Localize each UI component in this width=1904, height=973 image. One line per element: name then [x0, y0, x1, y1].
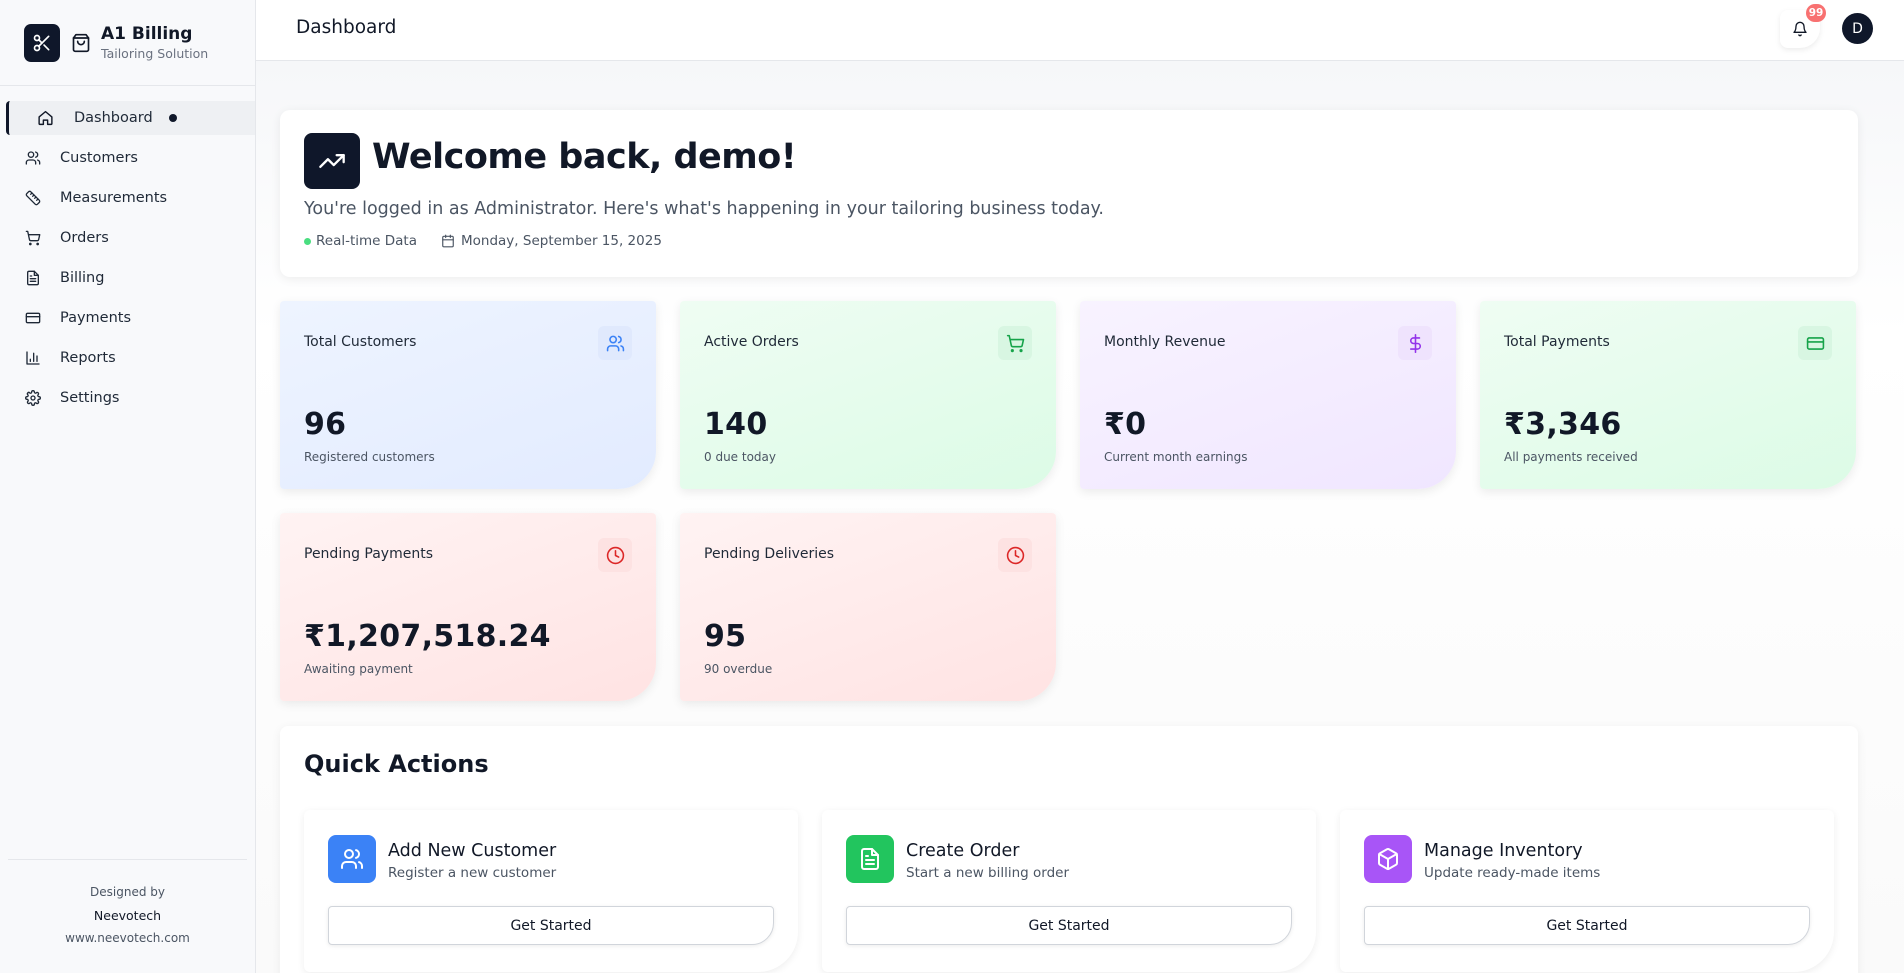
- realtime-status-dot: [304, 237, 311, 245]
- stat-title: Pending Payments: [304, 546, 434, 562]
- credit-card-icon: [24, 310, 41, 327]
- manage-inventory-get-started-button[interactable]: Get Started: [1364, 906, 1810, 945]
- stat-card-monthly-revenue[interactable]: Monthly Revenue ₹0 Current month earning…: [1080, 301, 1456, 489]
- stat-title: Monthly Revenue: [1104, 334, 1226, 350]
- quick-action-title: Create Order: [906, 841, 1020, 861]
- sidebar-item-measurements[interactable]: Measurements: [0, 181, 255, 215]
- sidebar-item-orders[interactable]: Orders: [0, 221, 255, 255]
- sidebar-item-label: Orders: [60, 230, 109, 246]
- stat-description: Awaiting payment: [304, 662, 413, 676]
- quick-action-manage-inventory: Manage Inventory Update ready-made items…: [1340, 810, 1834, 972]
- quick-action-description: Start a new billing order: [906, 865, 1070, 881]
- stat-value: ₹0: [1104, 407, 1147, 442]
- bell-icon: [1792, 21, 1808, 37]
- trending-up-icon: [304, 133, 360, 189]
- ruler-icon: [24, 190, 41, 207]
- sidebar-item-label: Settings: [60, 390, 120, 406]
- cart-icon: [24, 230, 41, 247]
- add-customer-get-started-button[interactable]: Get Started: [328, 906, 774, 945]
- bar-chart-icon: [24, 350, 41, 367]
- credit-card-icon: [1798, 326, 1832, 360]
- welcome-subtitle: You're logged in as Administrator. Here'…: [304, 199, 1104, 219]
- sidebar-item-payments[interactable]: Payments: [0, 301, 255, 335]
- sidebar-item-label: Measurements: [60, 190, 168, 206]
- page-title: Dashboard: [296, 17, 397, 38]
- shopping-bag-icon: [70, 32, 92, 54]
- sidebar-nav: Dashboard Customers Measurements Orders: [0, 86, 255, 415]
- sidebar-item-label: Reports: [60, 350, 116, 366]
- stat-card-total-customers[interactable]: Total Customers 96 Registered customers: [280, 301, 656, 489]
- brand-subtitle: Tailoring Solution: [101, 45, 209, 61]
- brand[interactable]: A1 Billing Tailoring Solution: [0, 0, 255, 86]
- notification-count-badge: 99: [1806, 4, 1826, 22]
- welcome-title: Welcome back, demo!: [372, 137, 797, 177]
- stat-card-pending-deliveries[interactable]: Pending Deliveries 95 90 overdue: [680, 513, 1056, 701]
- quick-action-description: Update ready-made items: [1424, 865, 1601, 881]
- stat-description: 90 overdue: [704, 662, 773, 676]
- quick-action-add-customer: Add New Customer Register a new customer…: [304, 810, 798, 972]
- stat-value: ₹1,207,518.24: [304, 619, 551, 654]
- sidebar: A1 Billing Tailoring Solution Dashboard …: [0, 0, 256, 973]
- stat-card-active-orders[interactable]: Active Orders 140 0 due today: [680, 301, 1056, 489]
- designer-website-link[interactable]: www.neevotech.com: [65, 931, 190, 945]
- stat-description: All payments received: [1504, 450, 1638, 464]
- stat-value: ₹3,346: [1504, 407, 1622, 442]
- users-icon: [598, 326, 632, 360]
- stat-value: 96: [304, 407, 347, 442]
- stat-title: Total Customers: [304, 334, 417, 350]
- welcome-banner: Welcome back, demo! You're logged in as …: [280, 110, 1858, 277]
- users-icon: [328, 835, 376, 883]
- cart-icon: [998, 326, 1032, 360]
- file-text-icon: [24, 270, 41, 287]
- sidebar-item-billing[interactable]: Billing: [0, 261, 255, 295]
- users-icon: [24, 150, 41, 167]
- quick-action-description: Register a new customer: [388, 865, 557, 881]
- current-date: Monday, September 15, 2025: [461, 233, 662, 249]
- stat-title: Pending Deliveries: [704, 546, 835, 562]
- top-header: Dashboard 99 D: [256, 0, 1904, 61]
- clock-icon: [598, 538, 632, 572]
- sidebar-footer: Designed by Neevotech www.neevotech.com: [8, 859, 247, 946]
- stat-description: Current month earnings: [1104, 450, 1248, 464]
- quick-actions-panel: Quick Actions Add New Customer Register …: [280, 726, 1858, 973]
- file-text-icon: [846, 835, 894, 883]
- sidebar-item-label: Customers: [60, 150, 138, 166]
- designed-by-label: Designed by: [90, 885, 165, 899]
- scissors-icon: [24, 23, 60, 62]
- sidebar-item-dashboard[interactable]: Dashboard: [6, 101, 255, 135]
- sidebar-item-label: Billing: [60, 270, 105, 286]
- sidebar-item-settings[interactable]: Settings: [0, 381, 255, 415]
- quick-action-title: Add New Customer: [388, 841, 557, 861]
- user-avatar[interactable]: D: [1842, 13, 1873, 44]
- box-icon: [1364, 835, 1412, 883]
- stat-value: 95: [704, 619, 747, 654]
- stat-value: 140: [704, 407, 768, 442]
- main-content: Welcome back, demo! You're logged in as …: [256, 61, 1904, 973]
- active-indicator-dot: [168, 114, 177, 122]
- designer-name: Neevotech: [93, 908, 162, 923]
- stat-description: Registered customers: [304, 450, 435, 464]
- quick-actions-title: Quick Actions: [304, 750, 489, 778]
- realtime-status-label: Real-time Data: [316, 233, 417, 249]
- stat-card-pending-payments[interactable]: Pending Payments ₹1,207,518.24 Awaiting …: [280, 513, 656, 701]
- quick-action-title: Manage Inventory: [1424, 841, 1583, 861]
- stat-title: Active Orders: [704, 334, 799, 350]
- stat-card-total-payments[interactable]: Total Payments ₹3,346 All payments recei…: [1480, 301, 1856, 489]
- stat-title: Total Payments: [1504, 334, 1610, 350]
- sidebar-item-label: Payments: [60, 310, 132, 326]
- sidebar-item-customers[interactable]: Customers: [0, 141, 255, 175]
- calendar-icon: [441, 234, 455, 248]
- welcome-meta: Real-time Data Monday, September 15, 202…: [304, 233, 662, 249]
- gear-icon: [24, 390, 41, 407]
- brand-name: A1 Billing: [101, 23, 193, 44]
- stat-description: 0 due today: [704, 450, 776, 464]
- dollar-icon: [1398, 326, 1432, 360]
- create-order-get-started-button[interactable]: Get Started: [846, 906, 1292, 945]
- clock-icon: [998, 538, 1032, 572]
- sidebar-item-reports[interactable]: Reports: [0, 341, 255, 375]
- quick-action-create-order: Create Order Start a new billing order G…: [822, 810, 1316, 972]
- sidebar-item-label: Dashboard: [74, 110, 153, 126]
- home-icon: [37, 110, 54, 127]
